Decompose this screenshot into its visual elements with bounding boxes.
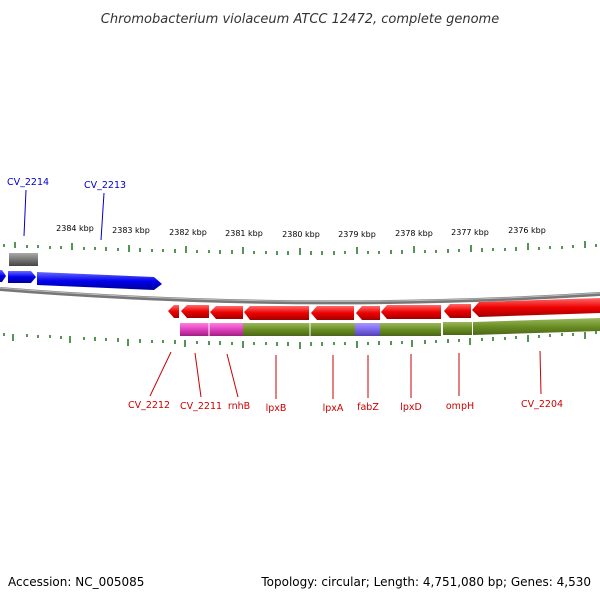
gene-label-rnhb[interactable]: rnhB	[228, 401, 250, 412]
feature-group-track	[180, 318, 600, 336]
gene-label-omph[interactable]: ompH	[446, 401, 474, 412]
gene-arrow-offscreen[interactable]	[0, 270, 6, 282]
gene-arrow-cv2214[interactable]	[8, 271, 36, 283]
label-leader-line	[226, 353, 239, 398]
gene-arrow-lpxb[interactable]	[244, 306, 309, 320]
green-feature[interactable]	[380, 323, 441, 336]
gene-label-cv2204[interactable]: CV_2204	[521, 399, 563, 410]
gene-label-cv2212[interactable]: CV_2212	[128, 400, 170, 411]
green-feature[interactable]	[473, 318, 600, 335]
green-feature[interactable]	[443, 322, 472, 335]
label-leader-line	[23, 189, 27, 237]
genome-summary-text: Topology: circular; Length: 4,751,080 bp…	[260, 575, 591, 589]
scale-label: 2384 kbp	[56, 224, 94, 233]
gene-label-lpxd[interactable]: lpxD	[400, 402, 422, 413]
gene-arrow-lpxa[interactable]	[311, 306, 354, 320]
gene-label-lpxa[interactable]: lpxA	[323, 403, 344, 414]
gene-arrow-fabz[interactable]	[356, 306, 380, 320]
scale-label: 2379 kbp	[338, 230, 376, 239]
green-feature[interactable]	[243, 323, 355, 336]
label-leader-line	[539, 350, 542, 395]
gene-arrow-rnhb[interactable]	[210, 306, 243, 319]
gene-label-cv2214[interactable]: CV_2214	[7, 177, 49, 188]
inner-tick-ring	[3, 331, 597, 349]
gene-arrow-cv2212[interactable]	[168, 305, 179, 318]
reverse-gene-labels: CV_2212 CV_2211 rnhB lpxB lpxA fabZ lpxD…	[128, 350, 563, 414]
label-leader-line	[100, 192, 105, 241]
scale-label: 2378 kbp	[395, 229, 433, 238]
scale-label: 2382 kbp	[169, 228, 207, 237]
outer-tick-ring	[3, 241, 597, 255]
genome-backbone	[0, 287, 600, 305]
gene-arrow-cv2211[interactable]	[181, 305, 209, 318]
scale-label: 2383 kbp	[112, 226, 150, 235]
genome-backbone-highlight	[0, 287, 600, 302]
gene-arrow-cv2213[interactable]	[37, 272, 162, 290]
gene-label-cv2213[interactable]: CV_2213	[84, 180, 126, 191]
purple-feature[interactable]	[355, 323, 380, 336]
reverse-strand-track	[168, 298, 600, 320]
scale-label: 2376 kbp	[508, 226, 546, 235]
label-leader-line	[149, 351, 172, 397]
gene-label-lpxb[interactable]: lpxB	[266, 403, 287, 414]
scale-label: 2380 kbp	[282, 230, 320, 239]
gene-arrow-omph[interactable]	[444, 304, 471, 318]
scale-label: 2381 kbp	[225, 229, 263, 238]
accession-text: Accession: NC_005085	[8, 575, 144, 589]
gene-label-fabz[interactable]: fabZ	[357, 402, 379, 413]
scale-labels: 2384 kbp 2383 kbp 2382 kbp 2381 kbp 2380…	[56, 224, 546, 239]
label-leader-line	[194, 352, 202, 398]
gene-label-cv2211[interactable]: CV_2211	[180, 401, 222, 412]
gene-arrow-lpxd[interactable]	[381, 305, 441, 319]
magenta-feature[interactable]	[180, 323, 243, 336]
map-title: Chromobacterium violaceum ATCC 12472, co…	[101, 12, 499, 27]
forward-strand-track	[0, 270, 162, 290]
forward-gene-labels: CV_2214 CV_2213	[7, 177, 126, 241]
scale-label: 2377 kbp	[451, 228, 489, 237]
grey-feature[interactable]	[9, 253, 38, 266]
gene-arrow-cv2204[interactable]	[472, 298, 600, 317]
